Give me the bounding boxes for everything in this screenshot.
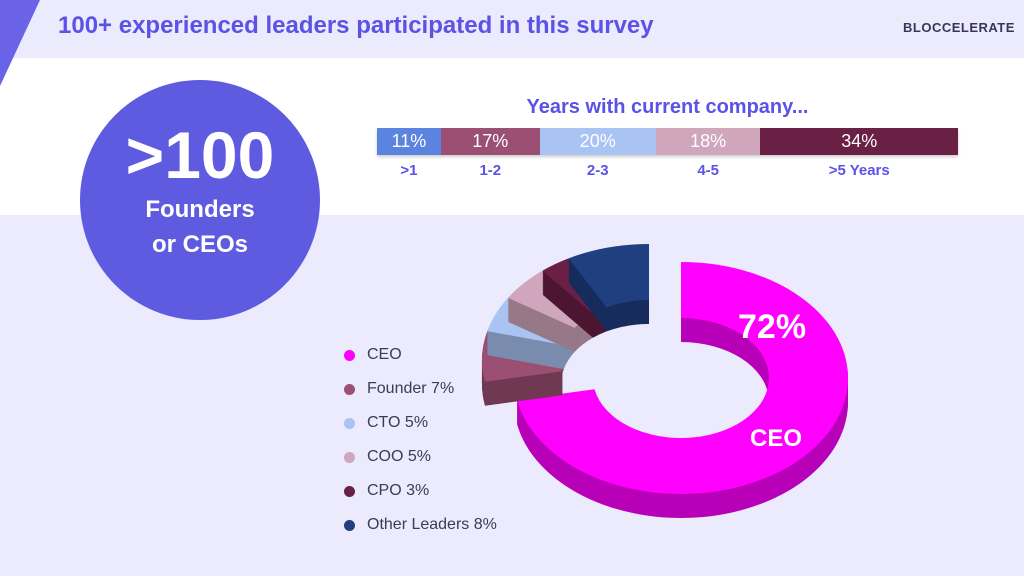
highlight-circle: >100 Founders or CEOs	[80, 80, 320, 320]
legend-item: COO 5%	[344, 440, 497, 474]
bar-segment-2: 20%	[539, 128, 656, 155]
legend-label: CTO 5%	[367, 414, 429, 431]
legend-label: Founder 7%	[367, 380, 455, 397]
brand-logo: BLOCCELERATE	[903, 20, 1015, 35]
legend-item: CPO 3%	[344, 474, 497, 508]
highlight-line2: or CEOs	[151, 231, 249, 258]
legend-item: CTO 5%	[344, 406, 497, 440]
bar-segment-1: 17%	[440, 128, 540, 155]
legend-label: Other Leaders 8%	[367, 516, 497, 533]
legend-label: COO 5%	[367, 448, 432, 465]
highlight-line1: Founders	[145, 196, 255, 223]
stacked-bar: 11% 17% 20% 18% 34%	[377, 128, 958, 155]
legend-label: CEO	[367, 346, 402, 363]
page-title: 100+ experienced leaders participated in…	[58, 12, 654, 39]
legend-item: Other Leaders 8%	[344, 508, 497, 542]
highlight-number: >100	[125, 118, 275, 192]
bar-category-label: 4-5	[697, 162, 719, 179]
legend-marker-icon	[344, 383, 355, 395]
donut-value-label: 72%	[738, 308, 806, 346]
legend-marker-icon	[344, 417, 355, 429]
bar-category-label: >1	[400, 162, 418, 179]
legend-marker-icon	[344, 519, 355, 531]
bar-chart-title: Years with current company...	[526, 96, 809, 118]
donut-slice-ceo	[516, 262, 849, 518]
bar-categories: >1 1-2 2-3 4-5 >5 Years	[377, 162, 958, 182]
corner-accent	[0, 0, 40, 86]
legend-item: CEO	[344, 338, 497, 372]
donut-slice-other-leaders	[568, 244, 649, 332]
legend-item: Founder 7%	[344, 372, 497, 406]
legend-marker-icon	[344, 349, 355, 361]
donut-legend: CEO Founder 7% CTO 5% COO 5% CPO 3% Other Lea…	[344, 338, 497, 542]
bar-category-label: 1-2	[479, 162, 502, 179]
bar-segment-0: 11%	[377, 128, 441, 155]
bar-segment-3: 18%	[655, 128, 761, 155]
legend-label: CPO 3%	[367, 482, 430, 499]
legend-marker-icon	[344, 485, 355, 497]
bar-segment-4: 34%	[760, 128, 958, 155]
bar-category-label: >5 Years	[828, 162, 890, 179]
legend-marker-icon	[344, 451, 355, 463]
bar-category-label: 2-3	[586, 162, 609, 179]
donut-name-label: CEO	[750, 425, 802, 452]
